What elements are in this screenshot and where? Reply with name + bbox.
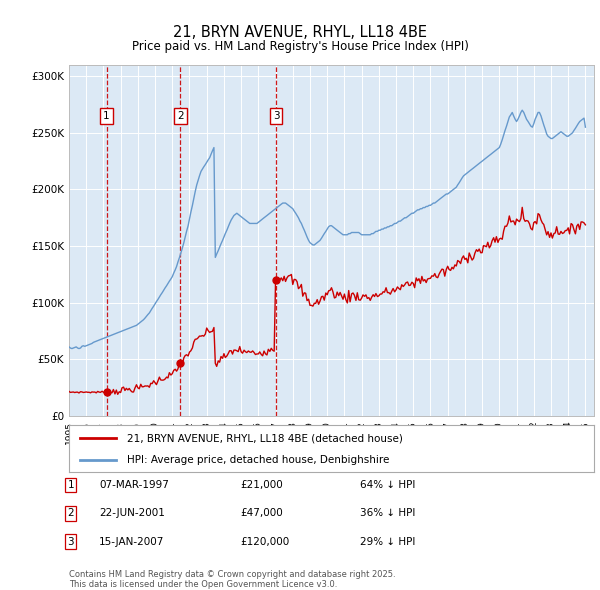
Text: 2: 2 bbox=[67, 509, 74, 518]
Text: HPI: Average price, detached house, Denbighshire: HPI: Average price, detached house, Denb… bbox=[127, 455, 389, 465]
Text: £47,000: £47,000 bbox=[240, 509, 283, 518]
Text: £21,000: £21,000 bbox=[240, 480, 283, 490]
Text: 21, BRYN AVENUE, RHYL, LL18 4BE: 21, BRYN AVENUE, RHYL, LL18 4BE bbox=[173, 25, 427, 40]
Text: 21, BRYN AVENUE, RHYL, LL18 4BE (detached house): 21, BRYN AVENUE, RHYL, LL18 4BE (detache… bbox=[127, 433, 403, 443]
Text: 2: 2 bbox=[177, 111, 184, 121]
Text: 1: 1 bbox=[67, 480, 74, 490]
Text: 15-JAN-2007: 15-JAN-2007 bbox=[99, 537, 164, 546]
Text: Contains HM Land Registry data © Crown copyright and database right 2025.: Contains HM Land Registry data © Crown c… bbox=[69, 570, 395, 579]
Text: 07-MAR-1997: 07-MAR-1997 bbox=[99, 480, 169, 490]
Text: 1: 1 bbox=[103, 111, 110, 121]
Text: This data is licensed under the Open Government Licence v3.0.: This data is licensed under the Open Gov… bbox=[69, 579, 337, 589]
Text: 22-JUN-2001: 22-JUN-2001 bbox=[99, 509, 165, 518]
Text: £120,000: £120,000 bbox=[240, 537, 289, 546]
Text: 29% ↓ HPI: 29% ↓ HPI bbox=[360, 537, 415, 546]
Text: 3: 3 bbox=[273, 111, 280, 121]
Text: Price paid vs. HM Land Registry's House Price Index (HPI): Price paid vs. HM Land Registry's House … bbox=[131, 40, 469, 53]
Text: 36% ↓ HPI: 36% ↓ HPI bbox=[360, 509, 415, 518]
Text: 3: 3 bbox=[67, 537, 74, 546]
Text: 64% ↓ HPI: 64% ↓ HPI bbox=[360, 480, 415, 490]
